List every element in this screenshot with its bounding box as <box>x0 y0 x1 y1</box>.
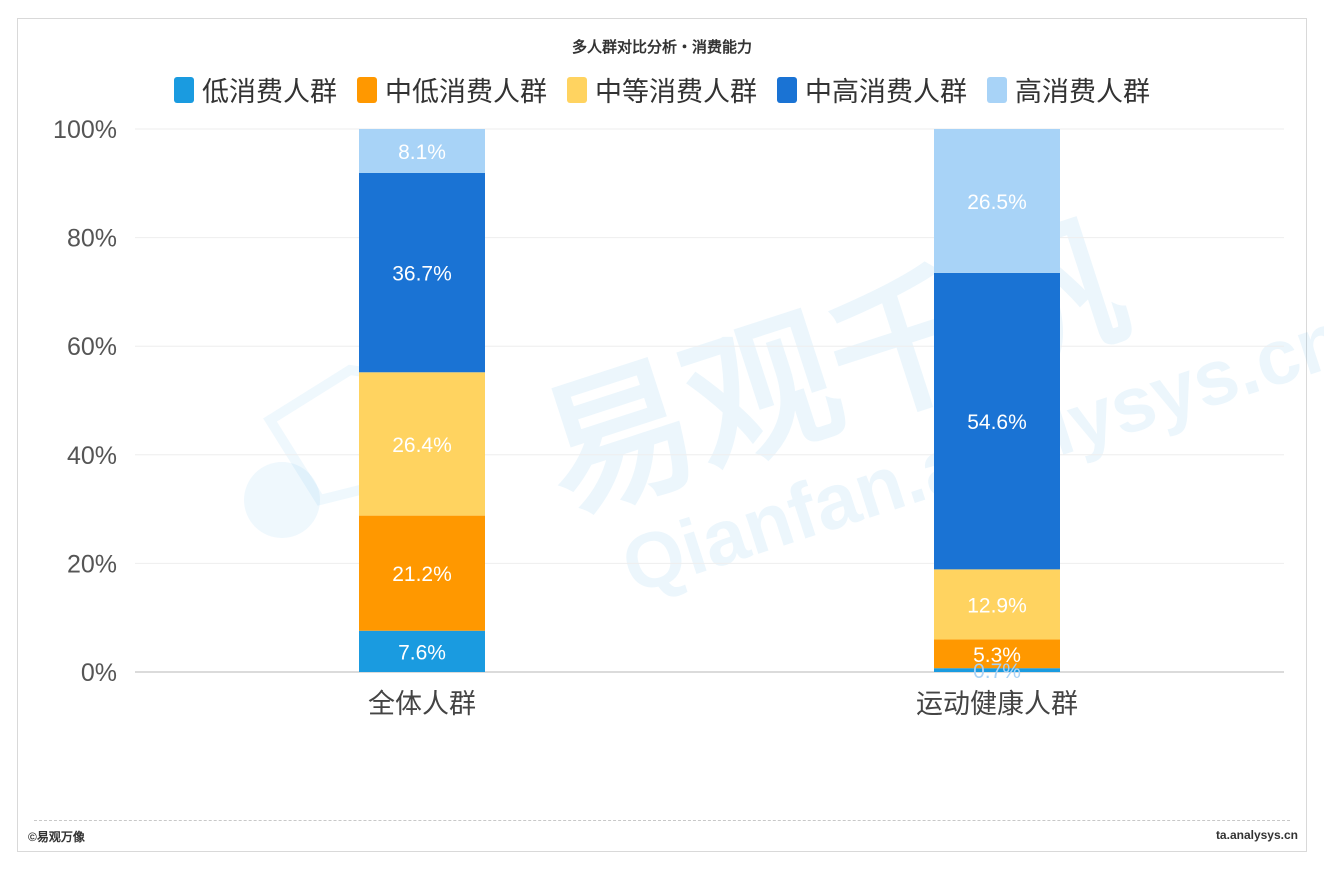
legend-item-high[interactable]: 高消费人群 <box>987 70 1150 109</box>
chart-legend: 低消费人群 中低消费人群 中等消费人群 中高消费人群 高消费人群 <box>0 70 1324 109</box>
x-tick-label: 运动健康人群 <box>916 689 1078 720</box>
bars <box>359 129 1060 672</box>
y-tick-label: 40% <box>67 442 117 470</box>
x-tick-label: 全体人群 <box>368 689 476 720</box>
data-label: 12.9% <box>967 594 1027 617</box>
legend-label-mid-high: 中高消费人群 <box>805 77 967 107</box>
chart-title: 多人群对比分析・消费能力 <box>571 39 752 56</box>
data-label: 8.1% <box>398 141 446 164</box>
footer-divider <box>34 820 1290 821</box>
bar-segment[interactable] <box>359 129 485 173</box>
data-label: 0.7% <box>973 660 1021 683</box>
y-tick-label: 60% <box>67 333 117 361</box>
legend-swatch-low <box>174 76 194 103</box>
data-label: 5.3% <box>973 644 1021 667</box>
legend-label-mid-low: 中低消费人群 <box>385 77 547 107</box>
legend-item-mid-low[interactable]: 中低消费人群 <box>357 70 547 109</box>
data-label: 54.6% <box>967 411 1027 434</box>
footer-copyright: ©易观万像 <box>28 830 85 844</box>
legend-label-low: 低消费人群 <box>202 77 337 107</box>
legend-label-high: 高消费人群 <box>1015 77 1150 107</box>
bar-segment[interactable] <box>934 272 1060 570</box>
grid-lines <box>135 128 1284 673</box>
axes: 0% 20% 40% 60% 80% 100% 全体人群 运动健康人群 <box>53 116 1078 720</box>
y-tick-label: 0% <box>81 659 117 687</box>
legend-swatch-mid <box>567 76 587 103</box>
chart-frame <box>17 18 1307 852</box>
bar-segment[interactable] <box>934 129 1060 273</box>
legend-item-mid-high[interactable]: 中高消费人群 <box>777 70 967 109</box>
bar-segment[interactable] <box>934 668 1060 672</box>
bar-segment[interactable] <box>359 172 485 373</box>
legend-swatch-mid-low <box>357 76 377 103</box>
legend-swatch-mid-high <box>777 76 797 103</box>
legend-label-mid: 中等消费人群 <box>595 77 757 107</box>
bar-segment[interactable] <box>359 630 485 672</box>
data-label: 21.2% <box>392 563 452 586</box>
data-labels: 7.6% 21.2% 26.4% 36.7% 8.1% 0.7%5.3% 12.9% 54.6… <box>392 141 1027 683</box>
legend-swatch-high <box>987 76 1007 103</box>
bar-segment[interactable] <box>359 515 485 631</box>
legend-item-low[interactable]: 低消费人群 <box>174 70 337 109</box>
bar-segment[interactable] <box>359 372 485 516</box>
bar-segment[interactable] <box>934 639 1060 669</box>
footer-source: ta.analysys.cn <box>1215 828 1298 842</box>
legend-item-mid[interactable]: 中等消费人群 <box>567 70 757 109</box>
data-label: 36.7% <box>392 263 452 286</box>
data-label: 7.6% <box>398 641 446 664</box>
y-tick-label: 80% <box>67 225 117 253</box>
y-tick-label: 20% <box>67 550 117 578</box>
data-label: 26.4% <box>392 434 452 457</box>
y-tick-label: 100% <box>53 116 117 144</box>
data-label: 26.5% <box>967 191 1027 214</box>
bar-segment[interactable] <box>934 569 1060 640</box>
